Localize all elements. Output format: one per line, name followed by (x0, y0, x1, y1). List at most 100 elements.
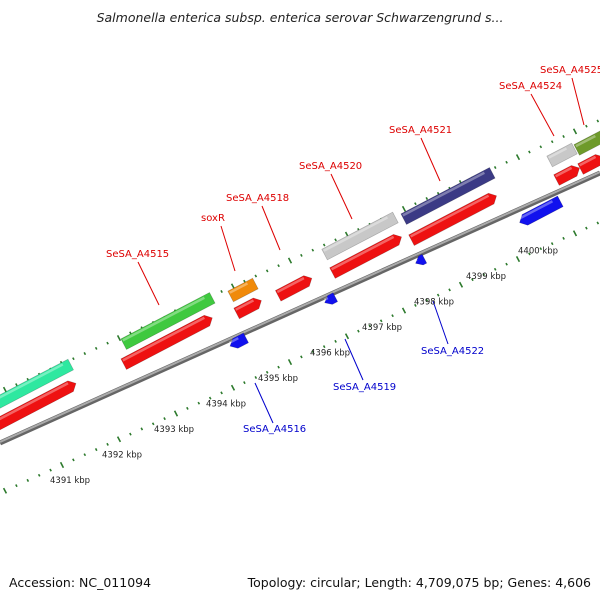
gene-label-forward: SeSA_A4521 (389, 125, 452, 136)
cds-a4522 (414, 253, 428, 266)
kbp-label: 4397 kbp (362, 323, 402, 333)
feature-orange-shine (229, 282, 249, 294)
upper-tick (300, 253, 303, 257)
lower-tick (15, 484, 18, 488)
upper-tick (322, 243, 326, 247)
kbp-label: 4391 kbp (50, 476, 90, 486)
cds-soxr-body (233, 297, 262, 320)
lower-tick (300, 355, 303, 359)
cds-a4525 (577, 154, 600, 175)
lower-tick (186, 406, 189, 410)
upper-tick (414, 202, 417, 206)
cds-a4515 (120, 314, 213, 370)
cds-a4524 (553, 165, 580, 186)
kbp-label: 4396 kbp (310, 349, 350, 359)
upper-tick (401, 205, 407, 212)
gene-label-reverse: SeSA_A4519 (333, 382, 396, 393)
cds-a4516-body (229, 332, 249, 349)
upper-tick (493, 166, 497, 169)
lower-tick (277, 365, 280, 369)
cds-a4522-body (415, 253, 428, 266)
lower-tick (391, 314, 394, 318)
lower-tick (129, 432, 132, 436)
leader-reverse (432, 300, 449, 345)
feature-grey-shine (323, 216, 389, 252)
kbp-label: 4399 kbp (466, 272, 506, 282)
lower-tick (357, 329, 360, 333)
gene-label-reverse: SeSA_A4516 (243, 424, 306, 435)
feature-grey-2-shine (548, 147, 568, 159)
feature-olive-shine (575, 134, 596, 148)
gene-label-forward: SeSA_A4518 (226, 193, 289, 204)
cds-a4525-shine (579, 155, 597, 167)
upper-tick (83, 352, 87, 356)
gene-label-reverse: SeSA_A4522 (421, 346, 484, 357)
upper-tick (334, 238, 337, 242)
cds-a4515-body (120, 314, 213, 370)
lower-tick (265, 370, 269, 374)
cds-a4516-shine (228, 337, 239, 344)
leader-forward (420, 137, 441, 182)
lower-tick (72, 458, 75, 462)
lower-tick (197, 401, 201, 405)
lower-tick (482, 273, 486, 276)
lower-tick (230, 384, 236, 391)
gene-label-forward: SeSA_A4520 (299, 161, 362, 172)
cds-a4525-body (577, 154, 600, 175)
cds-a4518-shine (276, 277, 305, 294)
leader-forward (571, 77, 585, 126)
cds-soxr-shine (235, 299, 255, 311)
lower-tick (379, 319, 383, 323)
feature-navy (400, 167, 496, 225)
feature-navy-shine (402, 171, 485, 217)
cds-a4514-shine (0, 382, 69, 434)
lower-tick (425, 298, 429, 302)
leader-forward (261, 205, 281, 251)
gene-label-forward: SeSA_A4524 (499, 81, 562, 92)
upper-tick (505, 160, 508, 164)
feature-grey-2 (546, 142, 578, 168)
lower-tick (401, 307, 407, 314)
lower-tick (562, 236, 565, 240)
upper-tick (15, 383, 18, 387)
map-title: Salmonella enterica subsp. enterica sero… (96, 10, 504, 25)
lower-tick (448, 288, 451, 292)
cds-a4523-shine (518, 200, 554, 220)
lower-tick (287, 359, 293, 366)
feature-grey-2-body (546, 142, 578, 168)
accession-text: Accession: NC_011094 (9, 575, 152, 590)
cds-a4520-body (329, 234, 402, 279)
upper-tick (116, 335, 122, 342)
cds-a4523 (518, 195, 564, 226)
lower-tick (344, 333, 350, 340)
upper-tick (277, 264, 280, 268)
lower-tick (254, 376, 258, 379)
lower-tick (550, 242, 554, 246)
lower-tick (458, 281, 464, 288)
feature-green-body (120, 292, 216, 350)
lower-tick (116, 436, 122, 443)
upper-tick (72, 357, 75, 361)
cds-a4519 (323, 292, 339, 305)
cds-a4518-body (274, 275, 313, 302)
lower-tick (596, 221, 600, 225)
kbp-label: 4395 kbp (258, 374, 298, 384)
lower-tick (493, 267, 497, 271)
lower-tick (311, 350, 315, 354)
cds-a4522-shine (414, 258, 418, 262)
cds-soxr (233, 297, 262, 320)
lower-tick (2, 487, 8, 494)
lower-tick (151, 422, 155, 426)
lower-tick (83, 453, 87, 457)
upper-tick (515, 154, 521, 161)
lower-tick (414, 303, 417, 307)
upper-tick (528, 150, 531, 154)
tick-tracks (2, 119, 600, 494)
feature-teal-body (0, 358, 74, 422)
leader-forward (220, 225, 236, 272)
cds-a4521-body (408, 192, 497, 246)
feature-grey (321, 211, 399, 261)
upper-tick (243, 279, 246, 283)
upper-tick (572, 128, 578, 135)
